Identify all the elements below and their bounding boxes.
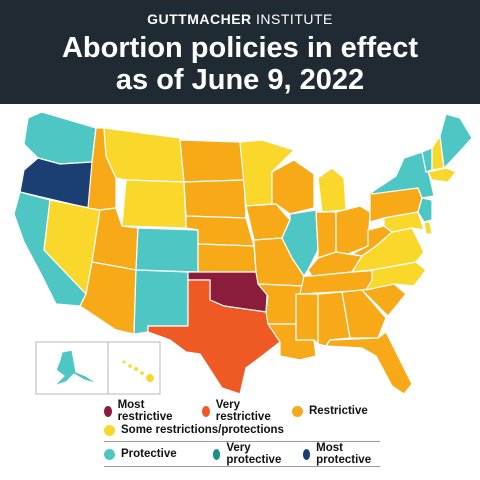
state-WA[interactable] — [23, 111, 97, 165]
state-DE[interactable] — [423, 221, 433, 235]
legend-label-most-restrictive: Most restrictive — [117, 399, 173, 423]
legend-item-very-protective: Very protective — [212, 442, 285, 466]
state-FL[interactable] — [325, 331, 413, 395]
legend-dot-most-protective — [302, 448, 311, 460]
legend-item-most-restrictive: Most restrictive — [104, 399, 176, 423]
legend-label-most-protective: Most protective — [316, 442, 372, 466]
us-map-svg — [13, 111, 473, 395]
legend-item-some: Some restrictions/protections — [104, 424, 284, 436]
state-MI[interactable] — [317, 167, 347, 213]
legend-item-protective: Protective — [104, 448, 177, 460]
state-MA[interactable] — [427, 167, 457, 183]
state-NY[interactable] — [371, 151, 435, 199]
state-NM[interactable] — [133, 269, 189, 335]
state-TX[interactable] — [147, 279, 281, 395]
legend-item-most-protective: Most protective — [302, 442, 375, 466]
state-KS[interactable] — [197, 243, 257, 273]
brand-light: INSTITUTE — [251, 11, 333, 27]
brand-name: GUTTMACHER INSTITUTE — [0, 11, 480, 27]
title-line-2: as of June 9, 2022 — [115, 64, 365, 96]
state-HI[interactable] — [122, 360, 155, 383]
state-ME[interactable] — [439, 113, 473, 169]
legend-dot-most-restrictive — [104, 405, 112, 417]
legend-label-protective: Protective — [121, 448, 177, 460]
legend-divider-bottom — [104, 466, 380, 467]
header: GUTTMACHER INSTITUTE Abortion policies i… — [0, 0, 480, 104]
state-MT[interactable] — [103, 127, 185, 183]
state-ND[interactable] — [179, 139, 245, 183]
state-MS[interactable] — [295, 293, 319, 345]
state-OH[interactable] — [335, 205, 371, 255]
state-WY[interactable] — [121, 179, 187, 229]
page-title: Abortion policies in effect as of June 9… — [0, 32, 480, 96]
state-AK[interactable] — [53, 349, 99, 387]
state-CO[interactable] — [135, 227, 199, 273]
legend-row-2: Some restrictions/protections — [104, 421, 302, 439]
legend-item-very-restrictive: Very restrictive — [201, 399, 274, 423]
state-WI[interactable] — [271, 159, 315, 215]
legend-label-restrictive: Restrictive — [308, 405, 368, 417]
legend-dot-very-protective — [212, 448, 221, 460]
legend-row-3: Protective Very protective Most protecti… — [104, 442, 393, 466]
legend-label-very-protective: Very protective — [226, 442, 282, 466]
brand-bold: GUTTMACHER — [147, 11, 252, 27]
legend-dot-restrictive — [291, 405, 303, 417]
legend-label-some: Some restrictions/protections — [121, 424, 284, 436]
legend-label-very-restrictive: Very restrictive — [215, 399, 271, 423]
title-line-1: Abortion policies in effect — [61, 32, 419, 64]
state-MD[interactable] — [383, 211, 425, 233]
state-GA[interactable] — [341, 289, 387, 339]
state-NJ[interactable] — [417, 197, 433, 223]
legend-row-1: Most restrictive Very restrictive Restri… — [104, 399, 386, 423]
state-NC[interactable] — [365, 261, 427, 291]
us-map — [0, 104, 480, 400]
state-IN[interactable] — [315, 211, 337, 259]
state-SD[interactable] — [183, 179, 247, 219]
legend-dot-very-restrictive — [201, 405, 210, 417]
legend-item-restrictive: Restrictive — [291, 405, 368, 417]
legend: Most restrictive Very restrictive Restri… — [104, 399, 386, 476]
hawaii-inset-box — [107, 341, 161, 395]
legend-dot-protective — [104, 448, 115, 460]
legend-divider — [104, 441, 380, 442]
legend-dot-some — [104, 424, 115, 436]
